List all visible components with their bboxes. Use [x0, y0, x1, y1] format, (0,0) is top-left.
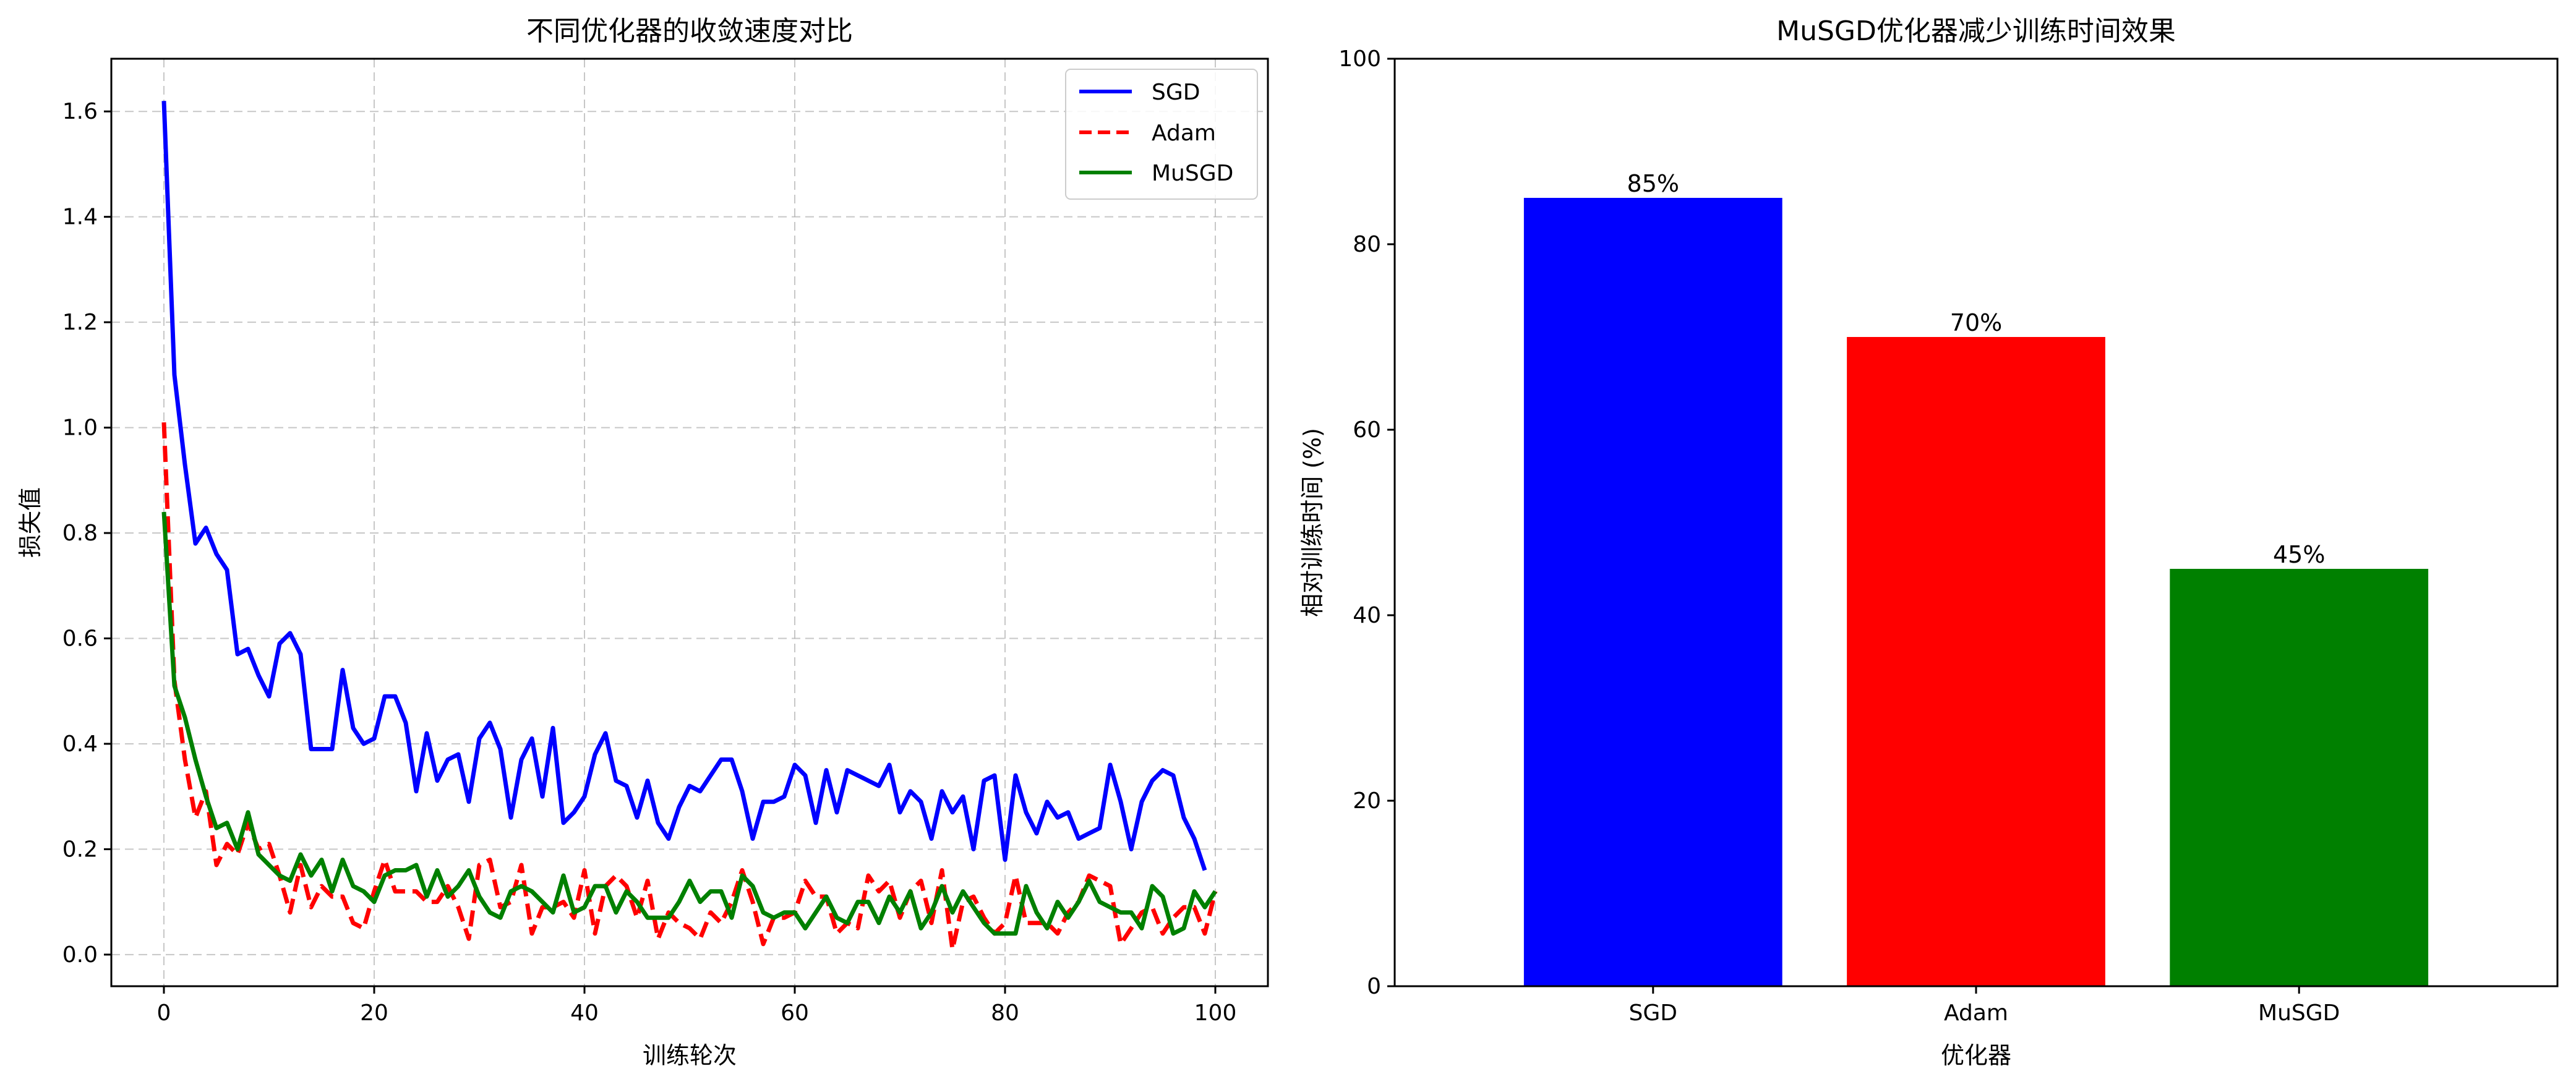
bar-chart-bars: 85% 70% 45% [1523, 170, 2429, 986]
legend-label-musgd: MuSGD [1152, 161, 1233, 186]
y-tick-label: 1.2 [62, 310, 98, 335]
bar-adam [1847, 337, 2105, 986]
y-tick-label: 0.4 [62, 731, 98, 757]
x-tick-label: Adam [1944, 1000, 2008, 1026]
bar-chart-x-ticks: SGD Adam MuSGD [1629, 986, 2340, 1026]
x-tick-label: MuSGD [2258, 1000, 2340, 1026]
y-tick-label: 0.0 [62, 942, 98, 968]
line-chart-y-axis-label: 损失值 [17, 487, 44, 558]
bar-value-label: 45% [2273, 541, 2325, 568]
bar-chart-y-ticks: 0 20 40 60 80 100 [1338, 46, 1395, 999]
line-chart-legend: SGD Adam MuSGD [1065, 69, 1258, 200]
y-tick-label: 0.2 [62, 837, 98, 862]
line-chart-x-axis-label: 训练轮次 [643, 1042, 737, 1069]
legend-label-adam: Adam [1152, 121, 1216, 146]
y-tick-label: 0.8 [62, 521, 98, 546]
y-tick-label: 100 [1338, 46, 1381, 72]
line-chart-y-ticks: 0.0 0.2 0.4 0.6 0.8 1.0 1.2 1.4 1.6 [62, 99, 111, 968]
x-tick-label: 100 [1194, 1000, 1237, 1026]
y-tick-label: 20 [1353, 788, 1381, 814]
bar-value-label: 85% [1627, 170, 1679, 197]
bar-musgd [2170, 569, 2429, 986]
x-tick-label: 20 [360, 1000, 388, 1026]
series-line-sgd [161, 101, 1207, 871]
series-line-adam [161, 422, 1218, 952]
bar-chart-y-axis-label: 相对训练时间 (%) [1299, 428, 1326, 617]
x-tick-label: SGD [1629, 1000, 1677, 1026]
x-tick-label: 0 [157, 1000, 171, 1026]
x-tick-label: 80 [991, 1000, 1019, 1026]
x-tick-label: 60 [781, 1000, 809, 1026]
bar-chart-x-axis-label: 优化器 [1941, 1042, 2011, 1069]
line-chart-series-group [161, 101, 1218, 952]
legend-frame [1065, 69, 1258, 200]
line-chart-grid [111, 59, 1268, 986]
line-chart-plot-frame [110, 58, 1269, 987]
y-tick-label: 40 [1353, 603, 1381, 628]
legend-label-sgd: SGD [1152, 80, 1200, 105]
y-tick-label: 1.4 [62, 205, 98, 230]
y-tick-label: 0.6 [62, 626, 98, 652]
y-tick-label: 1.6 [62, 99, 98, 124]
y-tick-label: 1.0 [62, 416, 98, 441]
line-chart: 0 20 40 60 80 100 0.0 0.2 0.4 0.6 0.8 1.0 1.2 1.4 1.6… [17, 15, 1269, 1069]
line-chart-title: 不同优化器的收敛速度对比 [526, 15, 853, 47]
y-tick-label: 80 [1353, 232, 1381, 257]
series-line-musgd [161, 511, 1217, 936]
line-chart-x-ticks: 0 20 40 60 80 100 [157, 986, 1237, 1026]
bar-sgd [1523, 198, 1782, 986]
y-tick-label: 0 [1367, 974, 1381, 999]
y-tick-label: 60 [1353, 417, 1381, 443]
bar-value-label: 70% [1950, 309, 2002, 336]
bar-chart: 85% 70% 45% SGD Adam MuSGD 0 20 40 60 80 100 MuSG… [1299, 15, 2559, 1069]
x-tick-label: 40 [570, 1000, 599, 1026]
bar-chart-title: MuSGD优化器减少训练时间效果 [1776, 15, 2176, 47]
